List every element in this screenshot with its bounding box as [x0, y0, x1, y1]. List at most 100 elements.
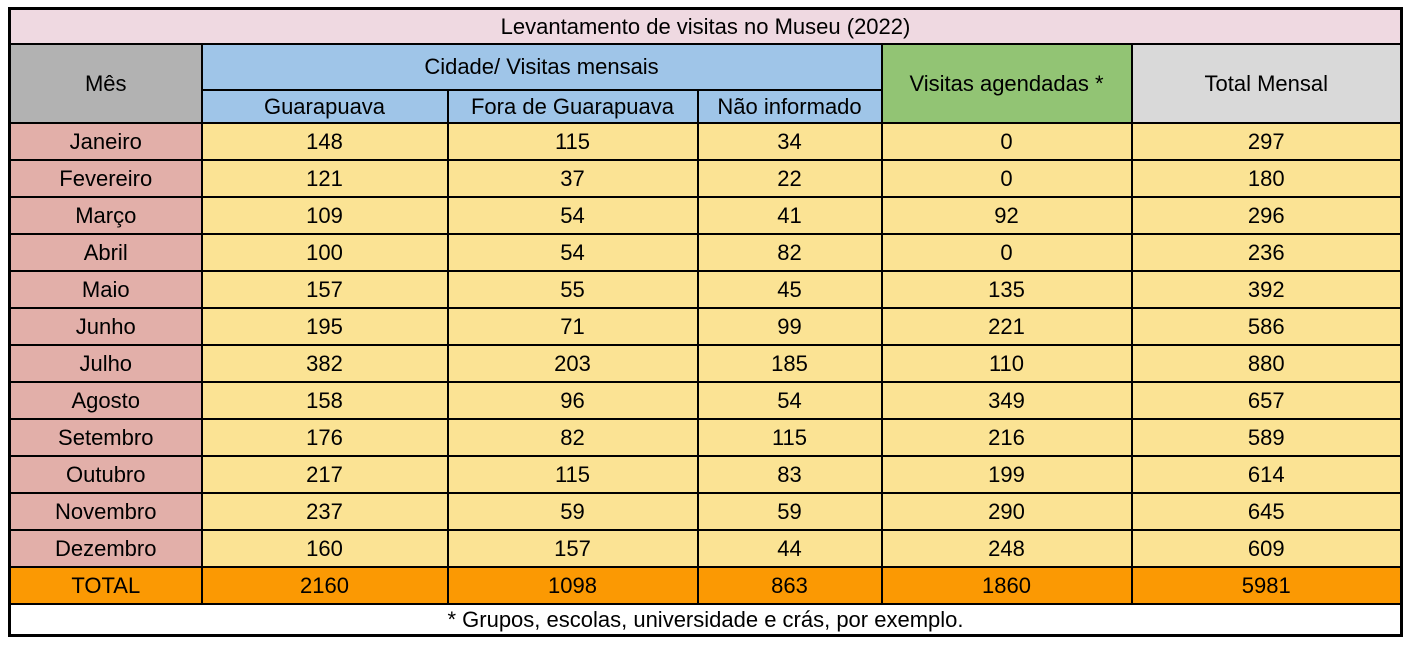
- footnote-row: * Grupos, escolas, universidade e crás, …: [8, 603, 1403, 637]
- visitas-agendadas-cell: 290: [880, 492, 1133, 531]
- fora-de-guarapuava-cell: 203: [446, 344, 699, 383]
- table-row: Setembro 176 82 115 216 589: [8, 418, 1403, 457]
- month-cell: Maio: [8, 270, 203, 309]
- visitas-agendadas-cell: 92: [880, 196, 1133, 235]
- nao-informado-cell: 44: [696, 529, 883, 568]
- guarapuava-cell: 109: [200, 196, 449, 235]
- month-cell: Fevereiro: [8, 159, 203, 198]
- total-row: TOTAL 2160 1098 863 1860 5981: [8, 566, 1403, 605]
- month-cell: Agosto: [8, 381, 203, 420]
- visitas-agendadas-cell: 135: [880, 270, 1133, 309]
- col-header-guarapuava: Guarapuava: [200, 89, 449, 124]
- table-row: Maio 157 55 45 135 392: [8, 270, 1403, 309]
- col-header-total-mensal: Total Mensal: [1130, 43, 1403, 124]
- table-body: Levantamento de visitas no Museu (2022) …: [8, 7, 1403, 637]
- visitas-agendadas-cell: 349: [880, 381, 1133, 420]
- visitas-agendadas-cell: 248: [880, 529, 1133, 568]
- fora-de-guarapuava-cell: 54: [446, 233, 699, 272]
- guarapuava-cell: 158: [200, 381, 449, 420]
- month-cell: Março: [8, 196, 203, 235]
- col-header-visitas-agendadas: Visitas agendadas *: [880, 43, 1133, 124]
- header-row-sub: Guarapuava Fora de Guarapuava Não inform…: [10, 89, 1402, 124]
- total-mensal-cell: 296: [1130, 196, 1403, 235]
- month-cell: Julho: [8, 344, 203, 383]
- table-row: Dezembro 160 157 44 248 609: [8, 529, 1403, 568]
- nao-informado-cell: 83: [696, 455, 883, 494]
- total-mensal-cell: 180: [1130, 159, 1403, 198]
- col-header-fora-de-guarapuava: Fora de Guarapuava: [446, 89, 699, 124]
- visitas-agendadas-cell: 0: [880, 122, 1133, 161]
- guarapuava-cell: 195: [200, 307, 449, 346]
- total-mensal-cell: 586: [1130, 307, 1403, 346]
- fora-de-guarapuava-cell: 71: [446, 307, 699, 346]
- fora-de-guarapuava-cell: 54: [446, 196, 699, 235]
- guarapuava-cell: 160: [200, 529, 449, 568]
- nao-informado-cell: 41: [696, 196, 883, 235]
- total-fora-de-guarapuava: 1098: [446, 566, 699, 605]
- total-mensal-cell: 236: [1130, 233, 1403, 272]
- nao-informado-cell: 115: [696, 418, 883, 457]
- visitas-agendadas-cell: 221: [880, 307, 1133, 346]
- fora-de-guarapuava-cell: 115: [446, 122, 699, 161]
- month-cell: Abril: [8, 233, 203, 272]
- total-mensal-cell: 645: [1130, 492, 1403, 531]
- total-mensal-cell: 614: [1130, 455, 1403, 494]
- table-row: Novembro 237 59 59 290 645: [8, 492, 1403, 531]
- fora-de-guarapuava-cell: 55: [446, 270, 699, 309]
- guarapuava-cell: 176: [200, 418, 449, 457]
- col-header-mes: Mês: [8, 43, 203, 124]
- table-row: Outubro 217 115 83 199 614: [8, 455, 1403, 494]
- guarapuava-cell: 217: [200, 455, 449, 494]
- total-nao-informado: 863: [696, 566, 883, 605]
- guarapuava-cell: 237: [200, 492, 449, 531]
- header-row-group: Mês Cidade/ Visitas mensais Visitas agen…: [8, 43, 1403, 124]
- col-group-header-cidade: Cidade/ Visitas mensais: [200, 43, 883, 91]
- museum-visits-table: Levantamento de visitas no Museu (2022) …: [8, 7, 1403, 637]
- table-row: Janeiro 148 115 34 0 297: [8, 122, 1403, 161]
- total-mensal-cell: 297: [1130, 122, 1403, 161]
- nao-informado-cell: 34: [696, 122, 883, 161]
- nao-informado-cell: 99: [696, 307, 883, 346]
- table-row: Abril 100 54 82 0 236: [8, 233, 1403, 272]
- visitas-agendadas-cell: 199: [880, 455, 1133, 494]
- col-header-nao-informado: Não informado: [696, 89, 883, 124]
- table-row: Março 109 54 41 92 296: [8, 196, 1403, 235]
- nao-informado-cell: 82: [696, 233, 883, 272]
- month-cell: Setembro: [8, 418, 203, 457]
- fora-de-guarapuava-cell: 115: [446, 455, 699, 494]
- total-mensal: 5981: [1130, 566, 1403, 605]
- guarapuava-cell: 382: [200, 344, 449, 383]
- guarapuava-cell: 121: [200, 159, 449, 198]
- visitas-agendadas-cell: 110: [880, 344, 1133, 383]
- total-mensal-cell: 609: [1130, 529, 1403, 568]
- total-mensal-cell: 589: [1130, 418, 1403, 457]
- guarapuava-cell: 100: [200, 233, 449, 272]
- month-cell: Junho: [8, 307, 203, 346]
- month-cell: Dezembro: [8, 529, 203, 568]
- table-title: Levantamento de visitas no Museu (2022): [8, 7, 1403, 45]
- table-row: Agosto 158 96 54 349 657: [8, 381, 1403, 420]
- fora-de-guarapuava-cell: 37: [446, 159, 699, 198]
- total-mensal-cell: 657: [1130, 381, 1403, 420]
- total-guarapuava: 2160: [200, 566, 449, 605]
- total-visitas-agendadas: 1860: [880, 566, 1133, 605]
- nao-informado-cell: 185: [696, 344, 883, 383]
- nao-informado-cell: 54: [696, 381, 883, 420]
- month-cell: Novembro: [8, 492, 203, 531]
- visitas-agendadas-cell: 0: [880, 159, 1133, 198]
- guarapuava-cell: 157: [200, 270, 449, 309]
- table-row: Junho 195 71 99 221 586: [8, 307, 1403, 346]
- footnote: * Grupos, escolas, universidade e crás, …: [8, 603, 1403, 637]
- table-row: Fevereiro 121 37 22 0 180: [8, 159, 1403, 198]
- total-mensal-cell: 880: [1130, 344, 1403, 383]
- fora-de-guarapuava-cell: 96: [446, 381, 699, 420]
- table-row: Julho 382 203 185 110 880: [8, 344, 1403, 383]
- nao-informado-cell: 59: [696, 492, 883, 531]
- fora-de-guarapuava-cell: 82: [446, 418, 699, 457]
- fora-de-guarapuava-cell: 157: [446, 529, 699, 568]
- title-row: Levantamento de visitas no Museu (2022): [8, 7, 1403, 45]
- month-cell: Janeiro: [8, 122, 203, 161]
- month-cell: Outubro: [8, 455, 203, 494]
- nao-informado-cell: 22: [696, 159, 883, 198]
